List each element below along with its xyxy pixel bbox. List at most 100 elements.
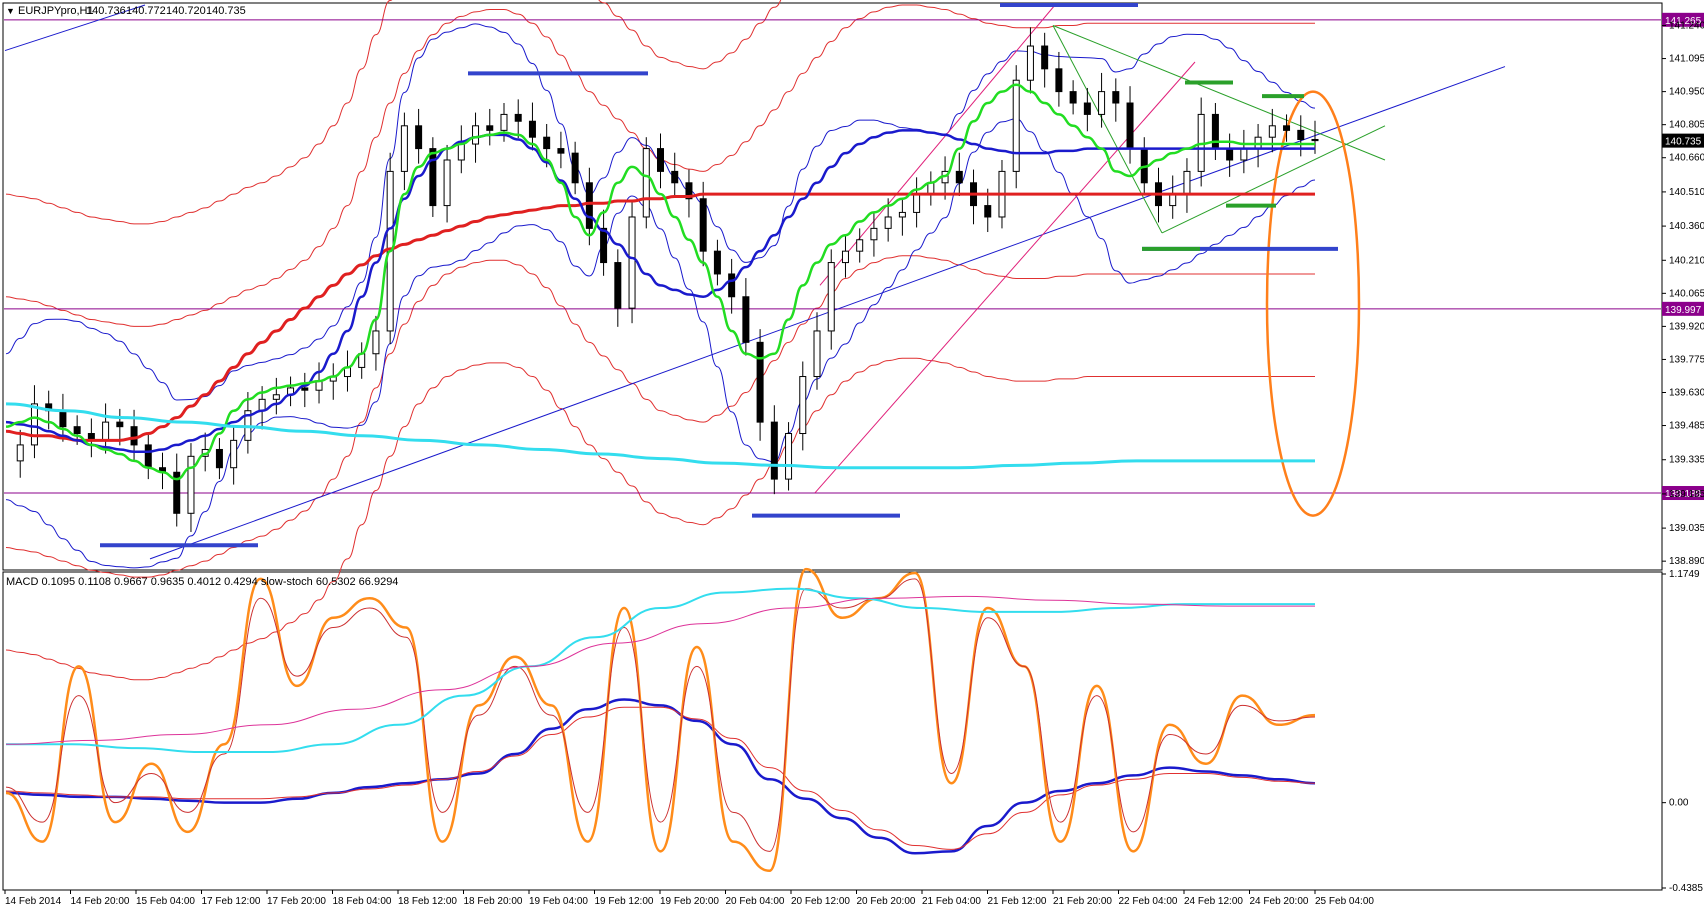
candle-body	[486, 125, 494, 131]
candle-body	[144, 444, 152, 469]
candle-body	[799, 376, 807, 435]
candle-body	[258, 398, 266, 412]
y-tick-label: 139.485	[1669, 421, 1704, 432]
y-tick-label: 140.510	[1669, 187, 1704, 198]
candle-body	[898, 211, 906, 218]
candle-body	[585, 182, 593, 229]
candle-body	[116, 421, 124, 428]
candle-body	[856, 239, 864, 252]
x-tick-label: 19 Feb 04:00	[529, 896, 588, 907]
x-tick-label: 18 Feb 12:00	[398, 896, 457, 907]
candle-body	[1268, 125, 1276, 138]
candle-body	[272, 394, 280, 400]
candle-body	[1069, 91, 1077, 104]
candle-body	[315, 380, 323, 391]
y-tick-label: 139.335	[1669, 455, 1704, 466]
x-tick-label: 21 Feb 20:00	[1053, 896, 1112, 907]
indicator-series-line	[5, 706, 1316, 850]
y-tick-label: 140.360	[1669, 221, 1704, 232]
level-tag-label: 139.997	[1665, 305, 1702, 316]
bollinger-line	[5, 118, 1316, 569]
ma-cyan-line	[5, 402, 1315, 470]
y-tick-label: 139.630	[1669, 387, 1704, 398]
candle-body	[785, 433, 793, 480]
current-price-label: 140.735	[1665, 137, 1702, 148]
candle-body	[1297, 129, 1305, 140]
candle-body	[130, 426, 138, 446]
ohlc-high: 140.772	[126, 5, 166, 17]
x-tick-label: 18 Feb 04:00	[333, 896, 392, 907]
ind-tick-label: -0.4385	[1669, 883, 1703, 894]
candle-body	[543, 136, 551, 150]
triangle-left	[1052, 25, 1163, 234]
x-tick-label: 25 Feb 04:00	[1315, 896, 1374, 907]
x-tick-label: 21 Feb 04:00	[922, 896, 981, 907]
indicator-panel	[2, 571, 1663, 891]
level-tag	[1662, 301, 1704, 316]
y-tick-label: 139.775	[1669, 354, 1704, 365]
ohlc-low: 140.720	[166, 5, 206, 17]
y-tick-label: 139.920	[1669, 321, 1704, 332]
candle-body	[955, 170, 963, 184]
price-axis: 141.240 141.095 140.950 140.805 140.660 140.5…	[1662, 21, 1704, 894]
candle-body	[1311, 138, 1319, 142]
candle-body	[557, 148, 565, 154]
ma-slow-line	[5, 192, 1315, 442]
triangle-upper	[1052, 25, 1386, 161]
moving-averages	[5, 83, 1315, 481]
candle-body	[429, 148, 437, 207]
candle-body	[699, 198, 707, 252]
indicator-label: MACD 0.1095 0.1108 0.9667 0.9635 0.4012 …	[6, 576, 398, 588]
candle-body	[1055, 68, 1063, 93]
x-tick-label: 19 Feb 20:00	[660, 896, 719, 907]
level-tag-label: 141.265	[1665, 16, 1702, 27]
candle-body	[685, 182, 693, 200]
candle-body	[770, 421, 778, 480]
x-tick-label: 20 Feb 20:00	[857, 896, 916, 907]
candle-body	[728, 273, 736, 298]
y-tick-label: 138.890	[1669, 556, 1704, 567]
candle-body	[1098, 91, 1106, 115]
indicator-series-line	[5, 587, 1315, 754]
candle-body	[1169, 193, 1177, 207]
y-tick-label: 140.210	[1669, 255, 1704, 266]
candle-body	[230, 439, 238, 469]
x-tick-label: 15 Feb 04:00	[136, 896, 195, 907]
level-tag	[1662, 12, 1704, 27]
x-tick-label: 24 Feb 12:00	[1184, 896, 1243, 907]
indicator-series-line	[5, 567, 1316, 873]
candle-body	[657, 148, 664, 172]
candle-body	[415, 125, 423, 150]
x-tick-label: 14 Feb 2014	[5, 896, 62, 907]
candle-body	[1283, 125, 1291, 131]
candle-body	[884, 216, 892, 229]
envelope-line	[5, 357, 1315, 681]
x-tick-label: 24 Feb 20:00	[1250, 896, 1309, 907]
candle-body	[301, 387, 309, 391]
candle-body	[30, 403, 38, 446]
x-tick-label: 14 Feb 20:00	[71, 896, 130, 907]
collapse-triangle-icon[interactable]: ▼	[6, 6, 15, 16]
candle-body	[913, 193, 921, 213]
candle-body	[1026, 45, 1034, 81]
candle-body	[1012, 79, 1020, 172]
triangle-lower	[1161, 125, 1386, 234]
x-tick-label: 19 Feb 12:00	[595, 896, 654, 907]
trendline-top-left	[4, 4, 146, 52]
candle-body	[59, 410, 67, 428]
target-ellipse	[1265, 90, 1361, 517]
y-tick-label: 141.240	[1669, 21, 1704, 32]
candle-body	[514, 113, 522, 122]
candle-body	[600, 227, 608, 264]
candle-body	[443, 159, 451, 207]
candle-body	[742, 296, 750, 343]
candle-body	[756, 341, 764, 423]
candle-body	[1126, 102, 1134, 150]
candle-body	[671, 170, 679, 184]
candle-body	[102, 421, 110, 441]
candle-body	[927, 182, 935, 195]
candle-body	[571, 152, 579, 184]
ohlc-open: 140.736	[86, 5, 126, 17]
candle-body	[457, 143, 465, 161]
